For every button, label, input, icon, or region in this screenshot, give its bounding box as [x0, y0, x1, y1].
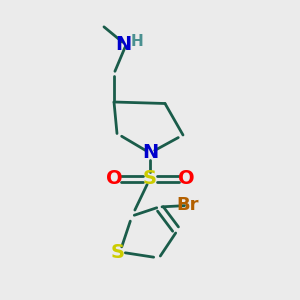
Text: N: N: [115, 35, 131, 55]
Text: H: H: [131, 34, 144, 50]
Text: S: S: [143, 169, 157, 188]
Text: Br: Br: [176, 196, 199, 214]
Text: N: N: [142, 143, 158, 163]
Text: S: S: [111, 242, 124, 262]
Text: O: O: [178, 169, 194, 188]
Text: O: O: [106, 169, 122, 188]
